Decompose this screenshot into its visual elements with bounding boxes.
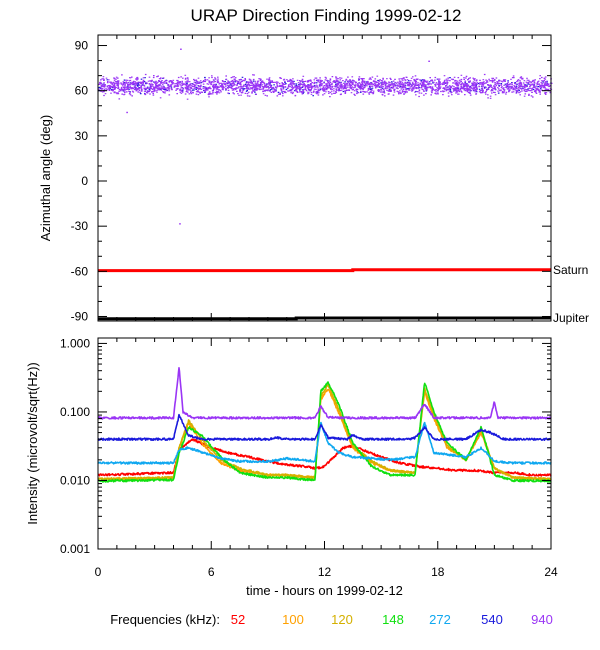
intensity-ytick-label: 0.001 (60, 542, 90, 556)
intensity-panel: 1.000 0.100 0.010 0.001 0 6 12 18 24 time - hours… (25, 336, 558, 598)
legend-entry-272: 272 (429, 612, 451, 627)
intensity-ytick-label: 0.010 (60, 473, 90, 487)
reference-label-jupiter: Jupiter (553, 311, 589, 325)
azimuth-ylabel: Azimuthal angle (deg) (38, 115, 53, 241)
azimuth-panel: Saturn Jupiter 90 60 30 0 -30 -60 -90 Azimuthal a… (38, 34, 589, 325)
intensity-xlabel: time - hours on 1999-02-12 (246, 583, 403, 598)
azimuth-ytick-label: -60 (71, 264, 89, 278)
chart-title: URAP Direction Finding 1999-02-12 (191, 6, 462, 25)
legend-entry-52: 52 (231, 612, 245, 627)
azimuth-ytick-label: -30 (71, 219, 89, 233)
reference-label-saturn: Saturn (553, 263, 588, 277)
intensity-xtick-label: 6 (208, 565, 215, 579)
intensity-xtick-label: 18 (431, 565, 445, 579)
azimuth-ytick-label: -90 (71, 309, 89, 323)
azimuth-outlier-point (428, 60, 430, 62)
intensity-xtick-label: 24 (544, 565, 558, 579)
azimuth-ytick-label: 30 (75, 129, 89, 143)
intensity-series-52 (97, 438, 552, 477)
reference-line-saturn (98, 268, 551, 273)
azimuth-points-940 (98, 73, 553, 100)
intensity-xtick-label: 0 (95, 565, 102, 579)
intensity-line-540 (97, 413, 552, 441)
intensity-series-148 (97, 381, 552, 483)
intensity-line-148 (97, 381, 552, 483)
azimuth-series-940 (98, 73, 553, 100)
intensity-series-940 (97, 367, 552, 420)
azimuth-ytick-label: 90 (75, 39, 89, 53)
frequency-legend: Frequencies (kHz): 52 100 120 148 272 540 940 (110, 612, 553, 627)
legend-entry-940: 940 (531, 612, 553, 627)
intensity-ytick-label: 0.100 (60, 405, 90, 419)
legend-heading: Frequencies (kHz): (110, 612, 220, 627)
intensity-line-52 (97, 438, 552, 477)
azimuth-outlier-point (126, 111, 128, 114)
reference-line-jupiter (98, 316, 551, 321)
azimuth-outlier-point (179, 223, 181, 225)
intensity-ylabel: Intensity (microvolt/sqrt(Hz)) (25, 362, 40, 525)
azimuth-outlier-point (180, 48, 182, 50)
intensity-ytick-label: 1.000 (60, 336, 90, 350)
legend-entry-120: 120 (331, 612, 353, 627)
azimuth-ytick-label: 60 (75, 84, 89, 98)
intensity-line-940 (97, 367, 552, 420)
legend-entry-540: 540 (481, 612, 503, 627)
intensity-series-540 (97, 413, 552, 441)
legend-entry-100: 100 (282, 612, 304, 627)
azimuth-ytick-label: 0 (81, 174, 88, 188)
legend-entry-148: 148 (382, 612, 404, 627)
intensity-xtick-label: 12 (318, 565, 332, 579)
